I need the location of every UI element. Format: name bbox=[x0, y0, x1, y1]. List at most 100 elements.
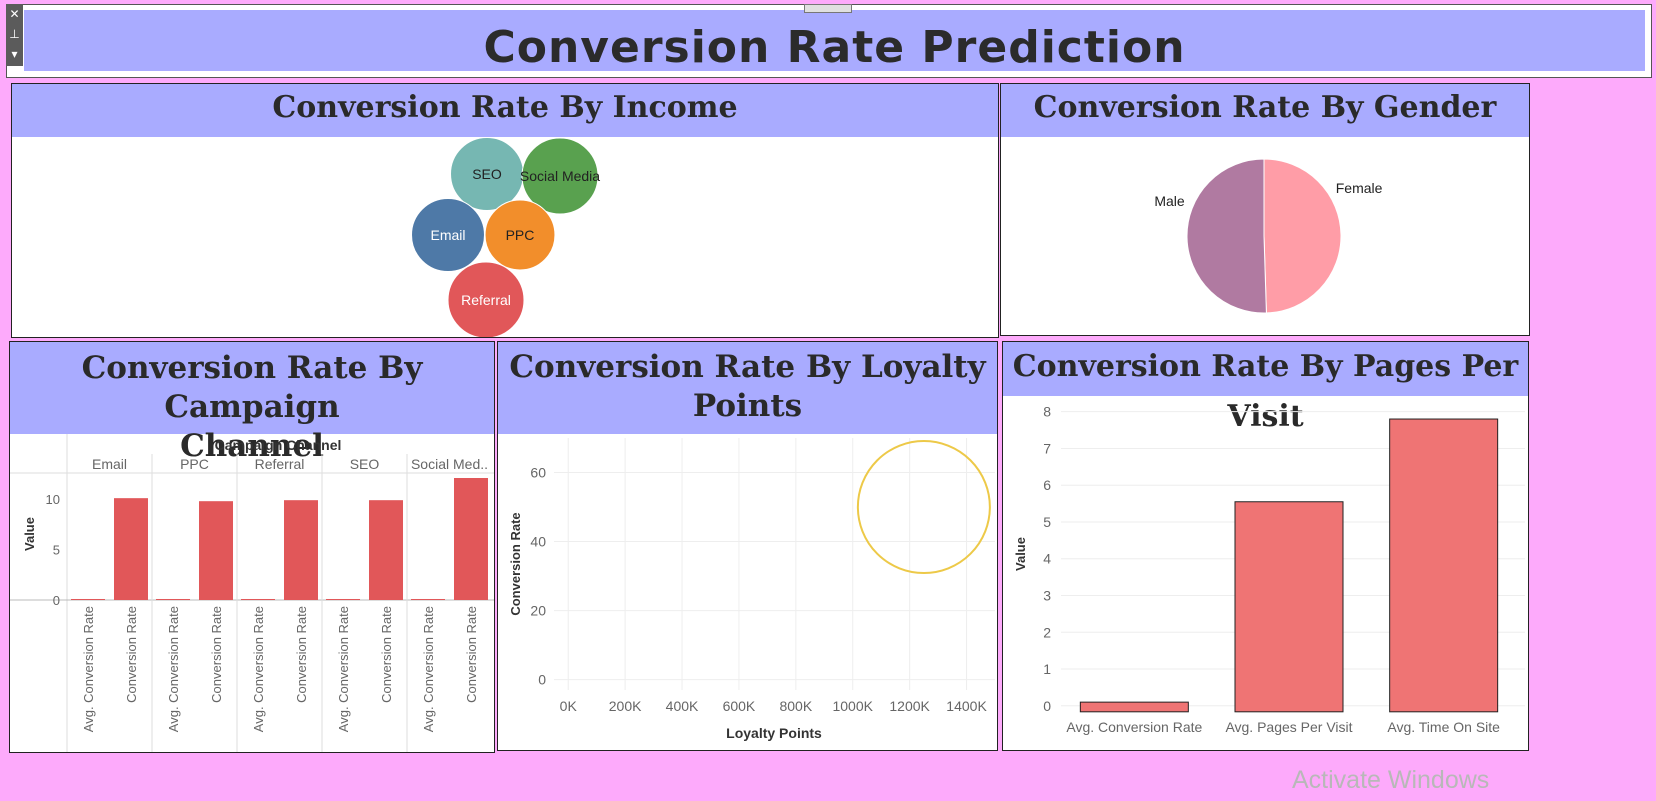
pages-panel-title: Conversion Rate By Pages Per Visit bbox=[1003, 342, 1528, 434]
income-panel-title: Conversion Rate By Income bbox=[12, 84, 998, 137]
campaign-ytick: 0 bbox=[53, 593, 60, 608]
campaign-title-line2: Channel bbox=[180, 428, 324, 464]
campaign-bar-email-avg bbox=[71, 598, 105, 600]
campaign-measure-label: Avg. Conversion Rate bbox=[336, 606, 351, 732]
campaign-title-line1: Conversion Rate By Campaign bbox=[81, 350, 423, 425]
campaign-ylabel: Value bbox=[22, 517, 37, 551]
campaign-measure-label: Conversion Rate bbox=[379, 606, 394, 703]
loyalty-ytick: 40 bbox=[530, 534, 546, 550]
pin-icon[interactable]: ⊥ bbox=[9, 27, 20, 41]
campaign-measure-label: Conversion Rate bbox=[124, 606, 139, 703]
bubble-label-referral: Referral bbox=[461, 292, 511, 308]
campaign-group-label-ppc: PPC bbox=[180, 456, 209, 472]
campaign-measure-label: Conversion Rate bbox=[209, 606, 224, 703]
bubble-referral bbox=[447, 261, 525, 337]
loyalty-panel: Conversion Rate By Loyalty Points 0 20 40 6… bbox=[497, 341, 998, 751]
floating-toolbar: ✕ ⊥ ▾ bbox=[6, 4, 23, 66]
dashboard-title-bar: Conversion Rate Prediction bbox=[6, 4, 1652, 78]
pages-ytick: 0 bbox=[1043, 698, 1051, 714]
campaign-measure-label: Conversion Rate bbox=[294, 606, 309, 703]
pages-bar-avg-pages-per-visit bbox=[1234, 501, 1344, 713]
loyalty-xtick: 600K bbox=[723, 698, 756, 714]
campaign-measure-label: Avg. Conversion Rate bbox=[166, 606, 181, 732]
bubble-social-media bbox=[521, 137, 599, 215]
loyalty-title-line1: Conversion Rate By Loyalty bbox=[509, 349, 986, 385]
campaign-measure-label: Avg. Conversion Rate bbox=[81, 606, 96, 732]
pages-ylabel: Value bbox=[1013, 537, 1028, 571]
bubble-email bbox=[411, 198, 485, 272]
loyalty-ylabel: Conversion Rate bbox=[508, 512, 523, 615]
loyalty-ytick: 20 bbox=[530, 603, 546, 619]
bubble-label-seo: SEO bbox=[472, 166, 502, 182]
campaign-measure-label: Avg. Conversion Rate bbox=[251, 606, 266, 732]
campaign-panel-title: Conversion Rate By Campaign Channel bbox=[10, 342, 494, 464]
bubble-label-email: Email bbox=[430, 227, 465, 243]
income-bubble-chart: SEO Social Media Email PPC Referral bbox=[411, 137, 600, 337]
campaign-bar-ppc-avg bbox=[156, 598, 190, 600]
gender-panel-title: Conversion Rate By Gender bbox=[1001, 84, 1529, 137]
pages-bar-avg-time-on-site bbox=[1389, 418, 1499, 713]
loyalty-xtick: 800K bbox=[779, 698, 812, 714]
pages-ytick: 5 bbox=[1043, 514, 1051, 530]
pages-ytick: 3 bbox=[1043, 588, 1051, 604]
pages-category-label: Avg. Pages Per Visit bbox=[1225, 719, 1352, 735]
campaign-bar-social-med-avg bbox=[411, 598, 445, 600]
campaign-bar-ppc-rate bbox=[199, 501, 233, 600]
pages-ytick: 1 bbox=[1043, 661, 1051, 677]
loyalty-xtick: 200K bbox=[609, 698, 642, 714]
campaign-group-label-referral: Referral bbox=[255, 456, 305, 472]
loyalty-panel-title: Conversion Rate By Loyalty Points bbox=[498, 342, 997, 434]
pages-ytick: 7 bbox=[1043, 440, 1051, 456]
pages-bar-chart: 0 1 2 3 4 5 6 7 8 Avg. Conversion Rate Avg. Pages … bbox=[1013, 404, 1525, 735]
loyalty-title-line2: Points bbox=[692, 388, 803, 424]
loyalty-xtick: 1200K bbox=[889, 698, 930, 714]
loyalty-ytick: 0 bbox=[538, 672, 546, 688]
campaign-group-label-social-med: Social Med.. bbox=[411, 456, 488, 472]
campaign-panel: Conversion Rate By Campaign Channel Camp… bbox=[9, 341, 495, 753]
campaign-group-label-email: Email bbox=[92, 456, 127, 472]
pie-label-male: Male bbox=[1154, 193, 1185, 209]
drag-handle-icon[interactable] bbox=[804, 4, 852, 13]
pages-ytick: 8 bbox=[1043, 404, 1051, 420]
campaign-bar-email-rate bbox=[114, 498, 148, 600]
campaign-ytick: 5 bbox=[53, 543, 60, 558]
loyalty-ytick: 60 bbox=[530, 465, 546, 481]
campaign-bar-seo-avg bbox=[326, 598, 360, 600]
campaign-measure-label: Conversion Rate bbox=[464, 606, 479, 703]
dashboard-title-background: Conversion Rate Prediction bbox=[24, 10, 1645, 73]
bubble-ppc bbox=[484, 199, 556, 271]
loyalty-xtick: 400K bbox=[666, 698, 699, 714]
pages-ytick: 6 bbox=[1043, 477, 1051, 493]
campaign-bar-social-med-rate bbox=[454, 478, 488, 600]
loyalty-point bbox=[856, 440, 991, 575]
pie-slice-female bbox=[1263, 158, 1342, 314]
activate-windows-watermark: Activate Windows bbox=[1292, 766, 1490, 794]
campaign-group-label-seo: SEO bbox=[350, 456, 380, 472]
pages-panel: Conversion Rate By Pages Per Visit 0 1 2 3 4… bbox=[1002, 341, 1529, 751]
pages-bar-avg-conversion-rate bbox=[1079, 701, 1189, 713]
pages-category-label: Avg. Conversion Rate bbox=[1066, 719, 1202, 735]
pages-category-label: Avg. Time On Site bbox=[1387, 719, 1500, 735]
dashboard-title: Conversion Rate Prediction bbox=[483, 22, 1186, 73]
loyalty-xtick: 1400K bbox=[946, 698, 987, 714]
pages-ytick: 2 bbox=[1043, 624, 1051, 640]
bubble-label-ppc: PPC bbox=[506, 227, 535, 243]
menu-dropdown-icon[interactable]: ▾ bbox=[11, 47, 18, 61]
gender-panel: Conversion Rate By Gender Female Male bbox=[1000, 83, 1530, 336]
campaign-column-header: Campaign Channel bbox=[215, 437, 342, 453]
loyalty-xtick: 1000K bbox=[832, 698, 873, 714]
campaign-ytick: 10 bbox=[46, 492, 60, 507]
campaign-bar-seo-rate bbox=[369, 500, 403, 600]
campaign-bar-referral-rate bbox=[284, 500, 318, 600]
close-icon[interactable]: ✕ bbox=[9, 7, 20, 21]
bubble-label-social-media: Social Media bbox=[520, 168, 600, 184]
gender-pie-chart: Female Male bbox=[1154, 158, 1383, 314]
loyalty-xlabel: Loyalty Points bbox=[726, 725, 822, 741]
pie-label-female: Female bbox=[1336, 180, 1383, 196]
campaign-bar-referral-avg bbox=[241, 598, 275, 600]
income-panel: Conversion Rate By Income SEO Social Medi… bbox=[11, 83, 999, 338]
loyalty-xtick: 0K bbox=[560, 698, 578, 714]
campaign-bar-chart: Campaign Channel Email Avg. Conversion Rat… bbox=[10, 434, 494, 752]
pie-slice-male bbox=[1186, 158, 1267, 314]
